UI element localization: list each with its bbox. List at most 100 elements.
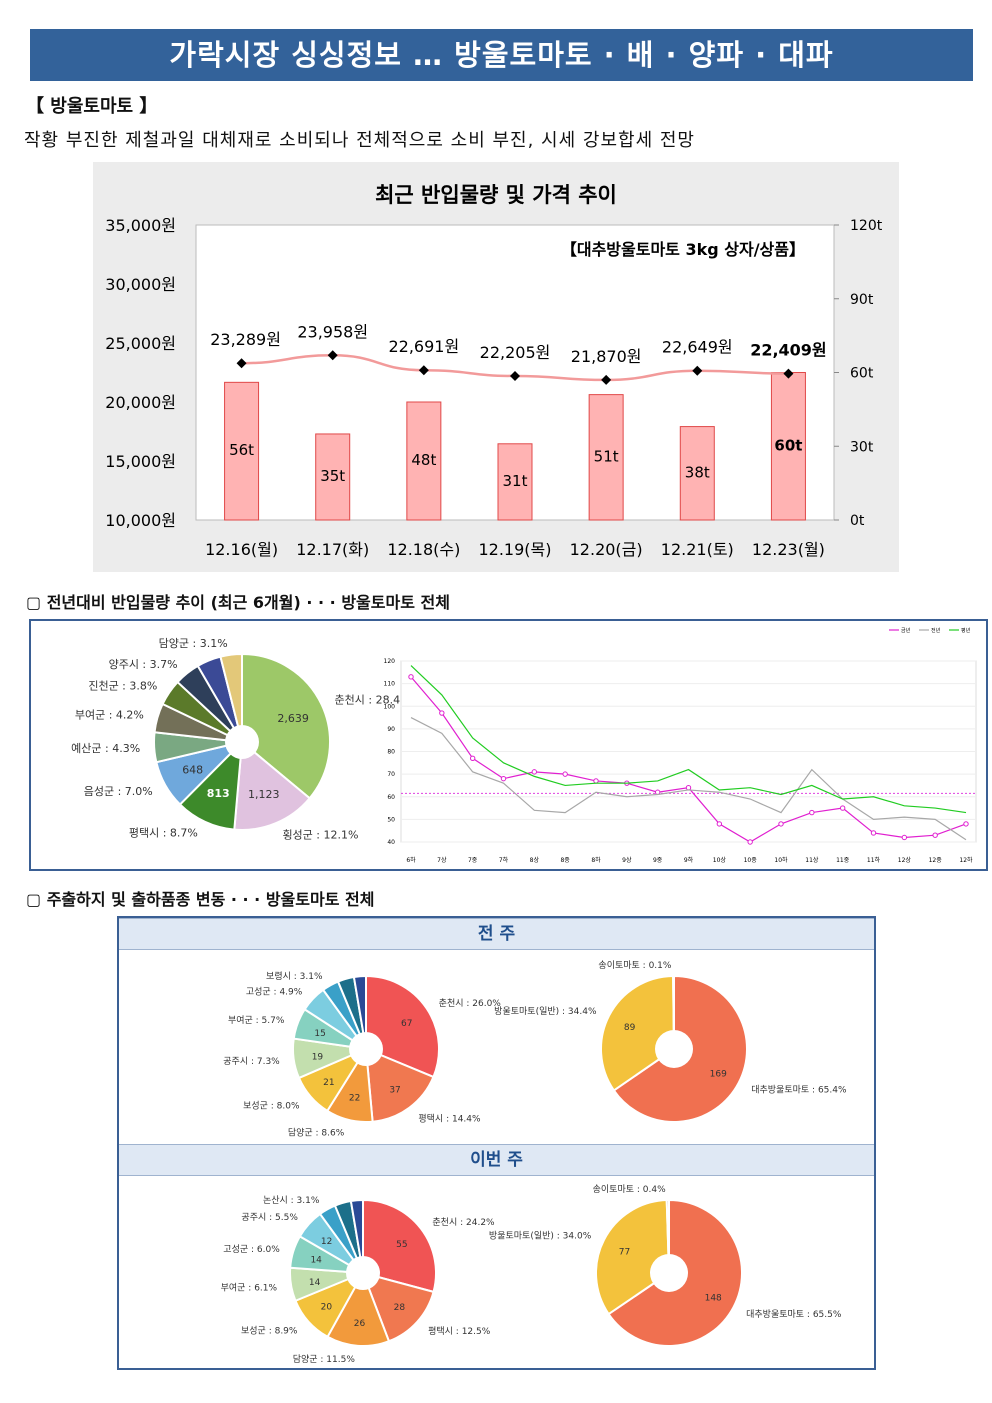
y-tick-label: 80	[387, 749, 395, 756]
y2-tick-label: 120t	[850, 218, 883, 234]
this-week-header: 이번 주	[119, 1144, 874, 1176]
x-tick-label: 11하	[867, 856, 881, 864]
slice-label: 횡성군 : 12.1%	[282, 828, 358, 841]
x-tick-label: 7상	[437, 856, 447, 864]
price-label: 22,649원	[662, 338, 733, 357]
x-tick-label: 10상	[713, 856, 727, 864]
series-line	[410, 665, 967, 814]
slice-value: 1,123	[248, 788, 280, 801]
y-tick-label: 100	[384, 703, 396, 710]
series-point	[531, 769, 538, 775]
slice-label: 춘천시 : 26.0%	[439, 998, 502, 1009]
x-tick-label: 12.21(토)	[661, 540, 734, 559]
x-tick-label: 7중	[468, 857, 478, 864]
slice-label: 공주시 : 5.5%	[241, 1212, 298, 1223]
x-tick-label: 12.18(수)	[387, 540, 460, 559]
bar	[406, 401, 442, 521]
x-tick-label: 12.23(월)	[752, 540, 825, 559]
slice-value: 21	[323, 1078, 334, 1088]
x-tick-label: 9중	[653, 857, 663, 864]
series-point	[716, 821, 723, 827]
monthly-trend-panel: 2,639 춘천시 : 28.4% 1,123 횡성군 : 12.1% 813 평택시 :…	[29, 619, 988, 871]
slice-label: 공주시 : 7.3%	[223, 1056, 280, 1067]
pie-slice	[595, 1199, 671, 1316]
y-tick-label: 70	[387, 771, 395, 778]
slice-label: 예산군 : 4.3%	[71, 742, 140, 755]
y-tick-label: 20,000원	[105, 393, 176, 412]
pie-slice	[333, 1199, 364, 1274]
series-point	[901, 834, 908, 841]
pie-slice	[612, 974, 748, 1123]
slice-label: 방울토마토(일반) : 34.4%	[494, 1006, 597, 1017]
pie-slice	[233, 740, 312, 831]
slice-label: 양주시 : 3.7%	[109, 658, 178, 671]
x-tick-label: 6하	[406, 856, 416, 864]
slice-label: 고성군 : 4.9%	[246, 987, 303, 998]
price-point	[692, 365, 703, 376]
series-point	[839, 805, 846, 811]
bar-label: 56t	[229, 441, 254, 459]
y-tick-label: 60	[387, 794, 395, 801]
price-point	[601, 374, 612, 385]
slice-value: 14	[310, 1256, 322, 1266]
slice-value: 20	[321, 1303, 333, 1313]
slice-value: 2,639	[277, 712, 309, 725]
x-tick-label: 10하	[774, 856, 788, 864]
slice-label: 담양군 : 11.5%	[293, 1353, 356, 1365]
bar-label: 35t	[320, 467, 345, 485]
slice-value: 28	[394, 1303, 406, 1313]
x-tick-label: 12중	[929, 857, 943, 864]
slice-value: 37	[389, 1085, 400, 1095]
pie-hole	[655, 1030, 693, 1068]
series-point	[747, 839, 753, 845]
slice-label: 부여군 : 5.7%	[228, 1014, 285, 1026]
pie-slice	[665, 1198, 670, 1274]
series-point	[439, 710, 445, 716]
pie-slice	[600, 974, 676, 1092]
slice-value: 15	[314, 1029, 325, 1039]
y-tick-label: 120	[384, 658, 396, 665]
slice-label: 춘천시 : 24.2%	[432, 1217, 495, 1228]
slice-label: 보령시 : 3.1%	[266, 970, 323, 982]
series-point	[685, 785, 692, 791]
pie-slice	[364, 1047, 435, 1123]
bar	[770, 372, 806, 521]
slice-label: 방울토마토(일반) : 34.0%	[489, 1230, 592, 1241]
series-point	[408, 674, 414, 680]
pie-slice	[303, 988, 367, 1050]
y2-tick-label: 60t	[850, 366, 874, 382]
series-point	[963, 821, 969, 827]
y-tick-label: 10,000원	[105, 511, 176, 530]
pie-slice	[294, 1270, 366, 1339]
page-title: 가락시장 싱싱정보 … 방울토마토 · 배 · 양파 · 대파	[30, 29, 973, 81]
legend-label: 평년	[961, 627, 971, 634]
bar-label: 31t	[503, 472, 528, 490]
y-tick-label: 30,000원	[105, 275, 176, 294]
pie-slice	[336, 975, 367, 1050]
price-point	[327, 350, 338, 361]
pie-hole	[346, 1256, 380, 1290]
y2-tick-label: 30t	[850, 439, 874, 455]
pie-slice	[321, 980, 367, 1050]
x-tick-label: 9하	[684, 856, 694, 864]
legend-label: 금년	[901, 627, 911, 634]
slice-label: 고성군 : 6.0%	[223, 1244, 280, 1255]
series-line	[410, 717, 967, 841]
slice-label: 담양군 : 3.1%	[159, 637, 228, 650]
bar-label: 51t	[594, 447, 619, 465]
slice-label: 평택시 : 12.5%	[428, 1326, 491, 1337]
pie-slice	[349, 1198, 364, 1274]
slice-value: 26	[354, 1319, 366, 1329]
slice-label: 논산시 : 3.1%	[263, 1195, 320, 1206]
slice-label: 송이토마토 : 0.1%	[598, 960, 671, 971]
shipping-origin-panel: 전 주 이번 주 67 춘천시 : 26.0% 37 평택시 : 14.4% 22 담양군…	[117, 916, 876, 1370]
bar	[315, 433, 351, 521]
price-point	[510, 370, 520, 381]
bar-label: 48t	[411, 451, 436, 469]
pie-slice	[361, 1271, 435, 1343]
pie-slice	[289, 1266, 364, 1303]
y-tick-label: 25,000원	[105, 334, 176, 353]
recent-price-volume-chart: 최근 반입물량 및 가격 추이 【대추방울토마토 3kg 상자/상품】 10,000…	[93, 162, 899, 572]
x-tick-label: 7하	[499, 856, 509, 864]
bar-label: 60t	[774, 436, 802, 454]
